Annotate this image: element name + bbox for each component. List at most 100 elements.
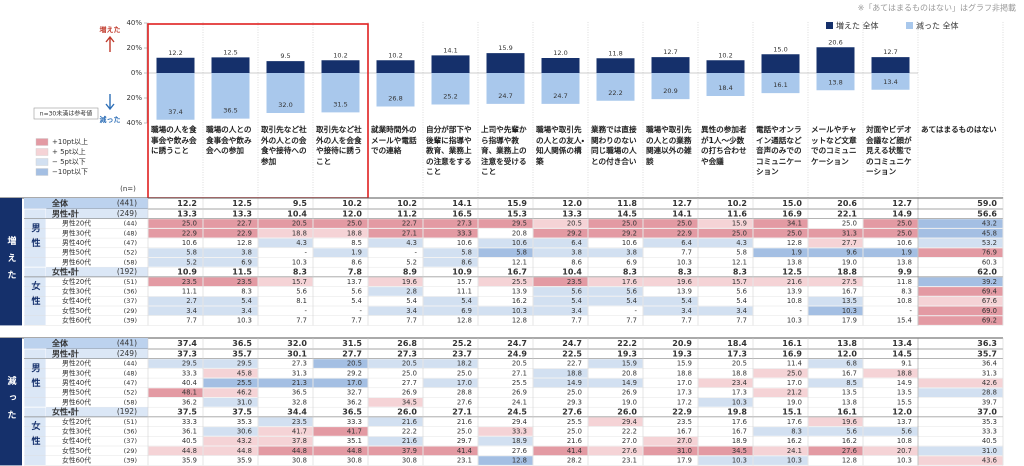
cell: 14.9	[892, 209, 912, 218]
cell-bg	[368, 398, 423, 407]
cell: 31.5	[342, 339, 362, 348]
cell: 33.3	[982, 427, 997, 435]
cell: 6.4	[571, 239, 582, 247]
cell-bg	[753, 316, 808, 325]
cell: 33.3	[182, 369, 197, 377]
bar	[596, 58, 635, 73]
cell: 25.0	[732, 229, 747, 237]
row-label: 女性20代	[62, 277, 91, 286]
cell-bg	[258, 316, 313, 325]
cell-bg	[698, 267, 753, 277]
cell: -	[360, 307, 363, 315]
cell: 31.3	[292, 369, 307, 377]
cell-bg	[148, 368, 203, 378]
cell-bg	[643, 378, 698, 388]
cell: 35.9	[237, 457, 252, 465]
cell: 27.5	[842, 278, 857, 286]
cell-bg	[368, 338, 423, 349]
cell: 27.0	[677, 437, 692, 445]
cell-bg	[423, 238, 478, 248]
cell: 23.5	[292, 418, 307, 426]
cell-bg	[918, 446, 1003, 456]
cell: 16.9	[782, 209, 802, 218]
cell-bg	[148, 277, 203, 287]
cell-bg	[148, 338, 203, 349]
cell: 18.9	[732, 437, 747, 445]
cell-bg	[698, 368, 753, 378]
cell: 13.8	[842, 398, 857, 406]
cell: 11.5	[232, 268, 252, 277]
cell-bg	[643, 456, 698, 465]
cell: 10.6	[512, 239, 527, 247]
cell: 3.4	[736, 307, 747, 315]
cell-bg	[863, 378, 918, 388]
cell: 16.7	[507, 268, 527, 277]
cell-bg	[203, 388, 258, 397]
cell: 24.7	[507, 339, 527, 348]
cell: 3.8	[571, 249, 582, 257]
data-label: 12.7	[883, 48, 897, 56]
cell-bg	[753, 198, 808, 209]
cell-bg	[478, 427, 533, 436]
data-label: 32.0	[278, 101, 292, 109]
cell-bg	[533, 378, 588, 388]
bar	[816, 47, 855, 73]
cell-bg	[258, 368, 313, 378]
cell-bg	[478, 306, 533, 316]
cell: 43.6	[982, 457, 997, 465]
cell-bg	[478, 277, 533, 287]
cell: 25.0	[622, 220, 637, 228]
row-n: (29)	[124, 307, 137, 315]
cell: 18.4	[727, 339, 747, 348]
cell-bg	[698, 446, 753, 456]
cell: 17.3	[677, 389, 692, 397]
cell-bg	[148, 359, 203, 368]
cell-bg	[203, 277, 258, 287]
data-label: 15.9	[498, 44, 512, 52]
row-n: (249)	[117, 209, 137, 218]
cell-bg	[203, 316, 258, 325]
row-n: (51)	[124, 278, 137, 286]
row-label: 女性50代	[62, 306, 91, 315]
cell-bg	[368, 296, 423, 306]
cell: 25.0	[457, 427, 472, 435]
cell: 17.6	[787, 418, 802, 426]
bar	[486, 73, 525, 104]
cell-bg	[148, 388, 203, 397]
cell-bg	[203, 287, 258, 296]
cell-bg	[643, 427, 698, 436]
cell: 13.8	[787, 258, 802, 266]
cell: 14.5	[617, 209, 637, 218]
cell-bg	[313, 417, 368, 427]
cell-bg	[533, 446, 588, 456]
cell-bg	[588, 359, 643, 368]
cell-bg	[808, 198, 863, 209]
cell-bg	[423, 228, 478, 238]
cell-bg	[918, 359, 1003, 368]
cell-bg	[918, 228, 1003, 238]
cell: 37.9	[402, 447, 417, 455]
data-label: 12.0	[553, 49, 567, 57]
cell-bg	[258, 277, 313, 287]
cell-bg	[753, 407, 808, 417]
cell: 25.0	[567, 389, 582, 397]
cell-bg	[423, 378, 478, 388]
cell: 13.8	[897, 258, 912, 266]
cell-bg	[808, 349, 863, 359]
cell-bg	[753, 228, 808, 238]
row-n: (39)	[124, 457, 137, 465]
cell-bg	[918, 388, 1003, 397]
cell: 15.7	[457, 278, 472, 286]
cell-bg	[588, 456, 643, 465]
cell: 34.4	[287, 408, 307, 417]
data-label: 22.2	[608, 89, 622, 97]
cell: 4.3	[736, 239, 747, 247]
column-header-text: 対面やビデオ会議など顔が見える状態でのコミュニケーション	[866, 125, 912, 176]
cell: 23.5	[677, 418, 692, 426]
cell-bg	[753, 388, 808, 397]
cell-bg	[478, 407, 533, 417]
cell-bg	[698, 398, 753, 407]
cell-bg	[808, 306, 863, 316]
cell-bg	[863, 228, 918, 238]
cell: 10.3	[787, 457, 802, 465]
